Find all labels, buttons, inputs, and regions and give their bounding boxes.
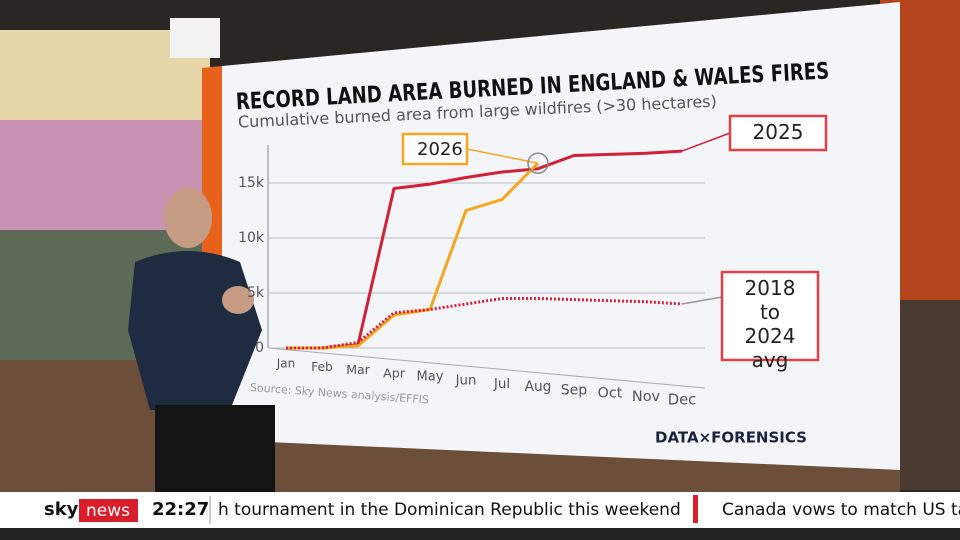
legend-label: 2025 bbox=[752, 120, 804, 144]
x-tick-label: Nov bbox=[632, 389, 661, 405]
brand: DATA×FORENSICS bbox=[655, 429, 807, 447]
legend-box bbox=[401, 132, 469, 166]
plot: 0 5k 10k 15k Jan Feb Mar Apr May Jun Jul Aug Sep Oct N… bbox=[238, 114, 828, 408]
x-axis bbox=[267, 347, 706, 389]
x-tick-label: Sep bbox=[561, 382, 588, 398]
legend-connector bbox=[466, 148, 539, 164]
news-logo-box bbox=[79, 499, 138, 522]
legend-connector bbox=[681, 296, 723, 305]
series-line bbox=[286, 297, 683, 350]
x-tick-label: Apr bbox=[383, 366, 406, 381]
x-tick-label: Feb bbox=[311, 360, 333, 374]
ticker-headline: Canada vows to match US ta bbox=[722, 500, 960, 520]
legend-label: 2018 to 2024 avg bbox=[744, 276, 796, 372]
legend-slot: 2026 bbox=[417, 139, 463, 160]
legend-slot: 2025 bbox=[752, 120, 804, 144]
x-tick-label: Jul bbox=[493, 376, 510, 392]
x-tick-label: Mar bbox=[346, 362, 370, 377]
x-tick-label: Jan bbox=[276, 357, 296, 371]
highlight-ring bbox=[527, 152, 549, 174]
ticker-base bbox=[0, 528, 960, 540]
y-tick-label: 10k bbox=[238, 230, 265, 246]
legend-slot: 2018 to 2024 avg bbox=[744, 276, 796, 372]
x-tick-label: Dec bbox=[668, 391, 697, 408]
studio-light bbox=[170, 18, 220, 58]
ticker-separator bbox=[693, 495, 698, 523]
ticker-bar bbox=[0, 492, 960, 528]
legend-box bbox=[720, 270, 820, 362]
y-tick-label: 0 bbox=[255, 340, 264, 356]
sky-logo: sky bbox=[44, 499, 79, 520]
ticker-time: 22:27 bbox=[152, 499, 209, 520]
legend-connector bbox=[681, 132, 731, 152]
presenter bbox=[128, 188, 275, 495]
y-tick-label: 15k bbox=[238, 175, 265, 191]
x-tick-label: May bbox=[417, 370, 444, 385]
legend-label: 2026 bbox=[417, 139, 463, 160]
y-tick-label: 5k bbox=[247, 285, 265, 301]
x-tick-label: Jun bbox=[455, 374, 477, 389]
news-logo: news bbox=[86, 501, 130, 521]
ticker-headline: h tournament in the Dominican Republic t… bbox=[218, 500, 681, 520]
x-tick-label: Aug bbox=[525, 379, 552, 395]
legend-box bbox=[728, 114, 828, 152]
x-tick-label: Oct bbox=[598, 386, 623, 402]
